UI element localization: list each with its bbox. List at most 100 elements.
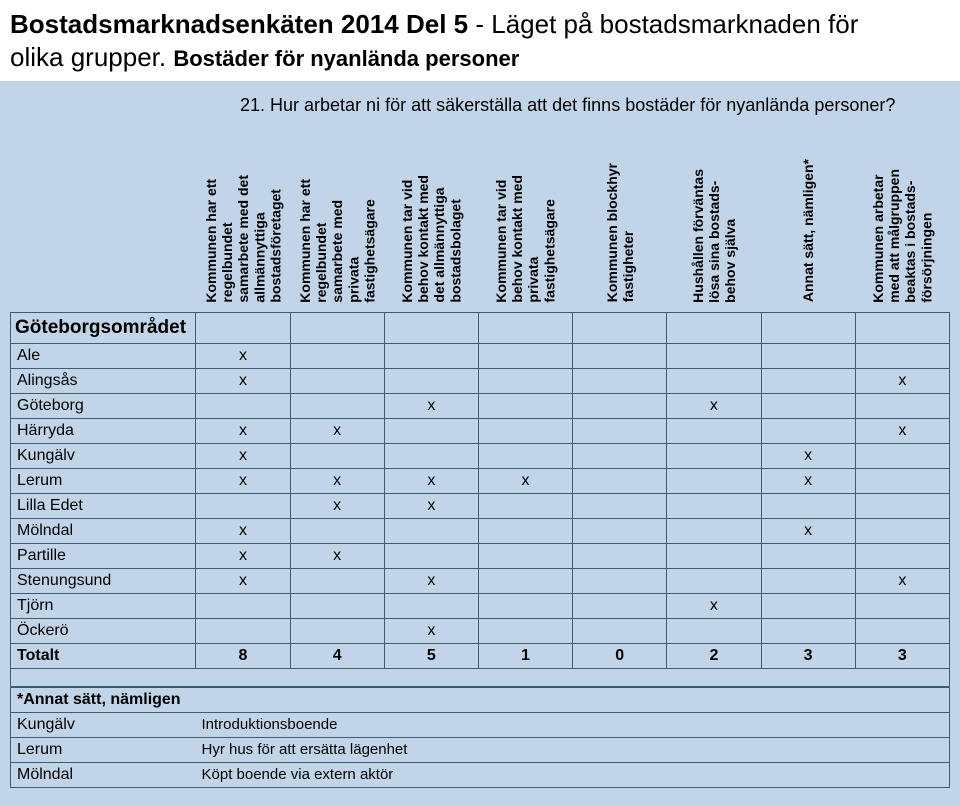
table-row: Öckeröx (11, 618, 950, 643)
title-bold: Bostadsmarknadsenkäten 2014 Del 5 (10, 9, 468, 39)
data-cell (667, 493, 761, 518)
data-cell: x (196, 543, 290, 568)
data-cell (761, 618, 855, 643)
data-cell (478, 593, 572, 618)
empty-cell (384, 312, 478, 343)
table-row: Partillexx (11, 543, 950, 568)
data-cell: x (196, 343, 290, 368)
data-cell (290, 518, 384, 543)
title-rest-1: - Läget på bostadsmarknaden för (468, 9, 858, 39)
empty-cell (855, 312, 949, 343)
data-cell (761, 343, 855, 368)
data-cell (573, 418, 667, 443)
annat-heading: *Annat sätt, nämligen (11, 687, 196, 712)
row-label: Alingsås (11, 368, 196, 393)
total-cell: 5 (384, 643, 478, 668)
data-cell (761, 368, 855, 393)
data-cell: x (384, 393, 478, 418)
title-rest-2: olika grupper. (10, 42, 173, 72)
data-cell (478, 443, 572, 468)
data-cell (290, 343, 384, 368)
column-header: Hushållen förväntaslösa sina bostads-beh… (667, 122, 761, 312)
table-row: Tjörnx (11, 593, 950, 618)
table-row: Lerumxxxxx (11, 468, 950, 493)
column-header: Kommunen har ettregelbundetsamarbete med… (196, 122, 290, 312)
table-row: Alex (11, 343, 950, 368)
data-cell (667, 543, 761, 568)
data-cell (761, 543, 855, 568)
data-cell (290, 393, 384, 418)
data-cell (478, 368, 572, 393)
data-cell (196, 493, 290, 518)
data-cell (384, 418, 478, 443)
data-cell (573, 568, 667, 593)
column-header: Kommunen tar vidbehov kontakt medprivata… (478, 122, 572, 312)
annat-key: Lerum (11, 737, 196, 762)
data-cell (290, 568, 384, 593)
data-cell (384, 443, 478, 468)
data-cell (855, 343, 949, 368)
data-cell (290, 368, 384, 393)
row-label: Härryda (11, 418, 196, 443)
data-cell (761, 593, 855, 618)
data-cell (573, 368, 667, 393)
data-cell (478, 568, 572, 593)
data-cell (384, 518, 478, 543)
question-text: 21. Hur arbetar ni för att säkerställa a… (0, 81, 960, 122)
title-line-1: Bostadsmarknadsenkäten 2014 Del 5 - Läge… (10, 8, 950, 41)
data-cell (573, 543, 667, 568)
title-line-2: olika grupper. Bostäder för nyanlända pe… (10, 41, 950, 74)
data-cell: x (290, 543, 384, 568)
data-cell (667, 568, 761, 593)
table-row: Härrydaxxx (11, 418, 950, 443)
row-label: Göteborg (11, 393, 196, 418)
data-cell (855, 493, 949, 518)
annat-heading-row: *Annat sätt, nämligen (11, 687, 950, 712)
annat-row: KungälvIntroduktionsboende (11, 712, 950, 737)
data-cell (667, 618, 761, 643)
data-cell (478, 518, 572, 543)
data-cell (855, 618, 949, 643)
column-header-text: Kommunen har ettregelbundetsamarbete med… (203, 175, 283, 303)
data-cell (855, 593, 949, 618)
spacer-row (11, 668, 950, 686)
page: Bostadsmarknadsenkäten 2014 Del 5 - Läge… (0, 0, 960, 806)
data-cell (855, 468, 949, 493)
column-header: Kommunen blockhyrfastigheter (573, 122, 667, 312)
data-cell: x (384, 618, 478, 643)
total-cell: 3 (761, 643, 855, 668)
data-cell: x (761, 518, 855, 543)
data-cell: x (855, 418, 949, 443)
table-row: Stenungsundxxx (11, 568, 950, 593)
column-header-text: Annat sätt, nämligen* (800, 159, 816, 302)
data-cell (667, 343, 761, 368)
data-cell: x (290, 468, 384, 493)
data-cell (478, 393, 572, 418)
data-cell (667, 368, 761, 393)
data-cell (855, 393, 949, 418)
data-cell (196, 618, 290, 643)
column-header-text: Kommunen tar vidbehov kontakt meddet all… (399, 175, 463, 303)
table-row: Alingsåsxx (11, 368, 950, 393)
data-cell: x (196, 568, 290, 593)
data-cell (384, 543, 478, 568)
empty-cell (290, 312, 384, 343)
data-cell: x (855, 368, 949, 393)
data-cell (573, 393, 667, 418)
annat-key: Kungälv (11, 712, 196, 737)
data-cell (196, 593, 290, 618)
data-cell: x (478, 468, 572, 493)
data-cell (855, 443, 949, 468)
data-cell: x (196, 418, 290, 443)
column-header-text: Hushållen förväntaslösa sina bostads-beh… (690, 169, 738, 303)
column-header-text: Kommunen blockhyrfastigheter (604, 163, 636, 302)
annat-table: *Annat sätt, nämligenKungälvIntroduktion… (10, 687, 950, 788)
data-cell (290, 443, 384, 468)
row-label: Tjörn (11, 593, 196, 618)
annat-value: Köpt boende via extern aktör (196, 762, 950, 787)
annat-row: LerumHyr hus för att ersätta lägenhet (11, 737, 950, 762)
table-row: Kungälvxx (11, 443, 950, 468)
annat-key: Mölndal (11, 762, 196, 787)
total-cell: 2 (667, 643, 761, 668)
empty-cell (667, 312, 761, 343)
